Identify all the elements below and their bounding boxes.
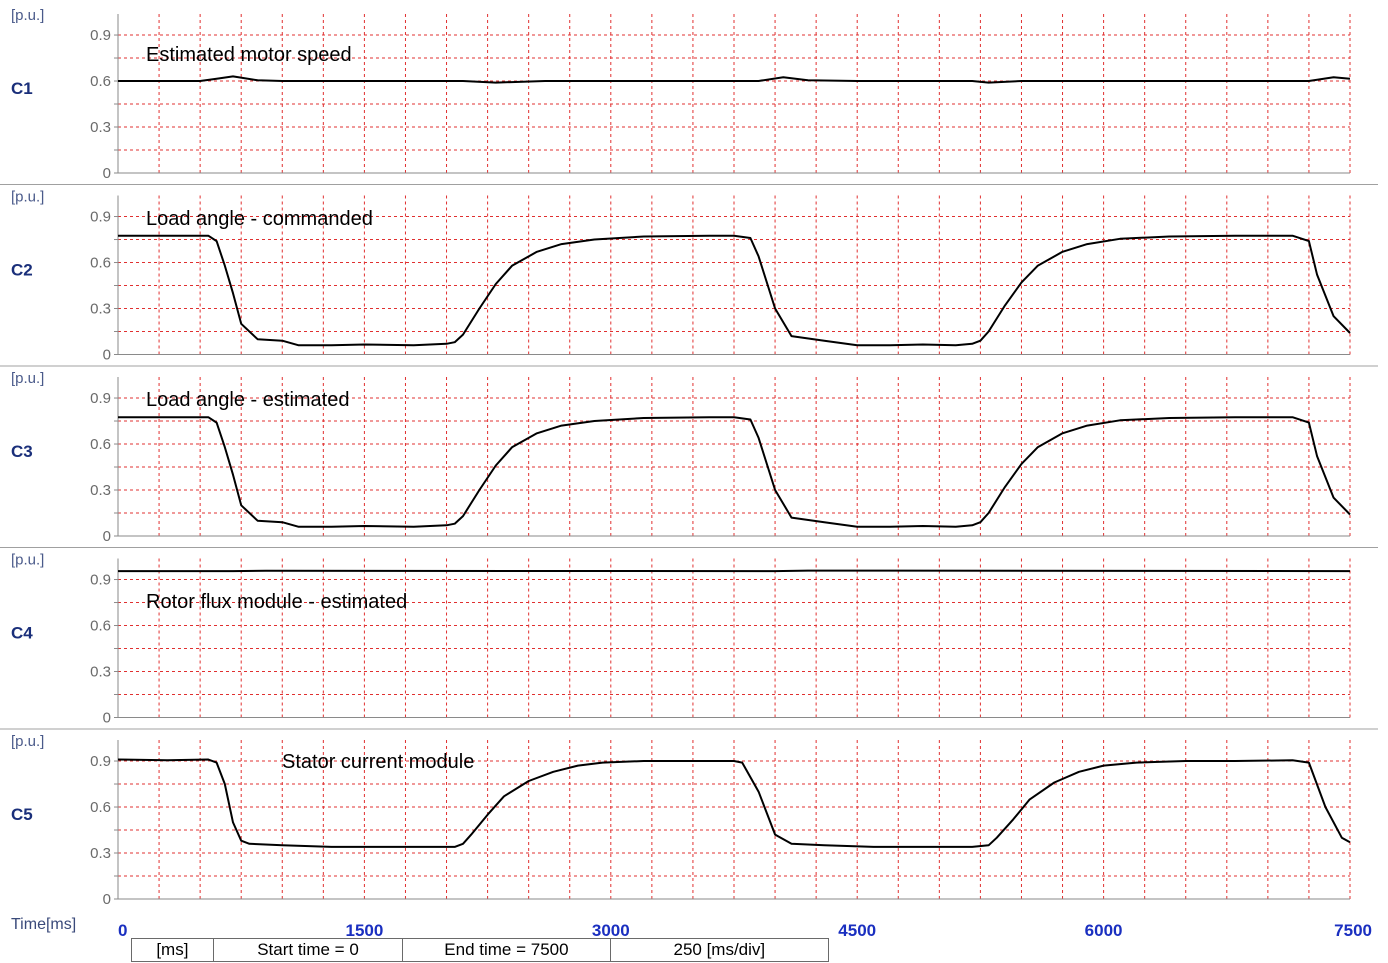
y-tick-label: 0.6 xyxy=(90,255,111,272)
y-tick-label: 0.6 xyxy=(90,436,111,453)
y-tick-label: 0 xyxy=(103,891,111,908)
time-axis-ticks: 0 1500 3000 4500 6000 7500 xyxy=(118,921,1372,940)
channel-label: C4 xyxy=(11,624,33,643)
trace-line xyxy=(118,416,1351,528)
y-tick-label: 0.9 xyxy=(90,209,111,226)
unit-label: [p.u.] xyxy=(11,733,44,750)
trace-line xyxy=(117,758,1351,848)
trace-title: Stator current module xyxy=(282,751,474,773)
unit-label: [p.u.] xyxy=(11,552,44,569)
trace-title: Estimated motor speed xyxy=(146,44,352,66)
y-tick-label: 0.9 xyxy=(90,753,111,770)
channel-label: C3 xyxy=(11,442,33,461)
y-tick-label: 0.9 xyxy=(90,572,111,589)
time-unit-cell: [ms] xyxy=(132,939,214,961)
time-per-div-cell: 250 [ms/div] xyxy=(673,940,766,959)
time-tick-label: 6000 xyxy=(1085,921,1123,940)
y-tick-label: 0.9 xyxy=(90,390,111,407)
y-tick-label: 0.9 xyxy=(90,27,111,44)
trace-line xyxy=(118,569,1351,573)
channel-panel-c3: [p.u.] C3 0.9 0.6 0.3 0 Load angle - estimated xyxy=(0,365,1378,545)
y-tick-label: 0 xyxy=(103,347,111,364)
y-tick-label: 0.6 xyxy=(90,618,111,635)
channel-label: C1 xyxy=(11,79,33,98)
y-tick-label: 0 xyxy=(103,528,111,545)
trace-title: Load angle - estimated xyxy=(146,389,349,411)
end-time-cell: End time = 7500 xyxy=(403,939,611,961)
y-tick-label: 0.6 xyxy=(90,799,111,816)
channel-label: C5 xyxy=(11,805,33,824)
time-axis-label: Time[ms] xyxy=(11,916,76,933)
y-tick-label: 0.3 xyxy=(90,119,111,136)
unit-label: [p.u.] xyxy=(11,370,44,387)
time-info-bar: [ms] Start time = 0 End time = 7500 250 … xyxy=(131,938,829,962)
time-tick-label: 7500 xyxy=(1334,921,1372,940)
unit-label: [p.u.] xyxy=(11,189,44,206)
y-tick-label: 0.3 xyxy=(90,845,111,862)
trace-title: Rotor flux module - estimated xyxy=(146,591,407,613)
trace-title: Load angle - commanded xyxy=(146,208,373,230)
time-tick-label: 0 xyxy=(118,921,127,940)
unit-label: [p.u.] xyxy=(11,7,44,24)
y-tick-label: 0.6 xyxy=(90,73,111,90)
time-tick-label: 3000 xyxy=(592,921,630,940)
time-tick-label: 1500 xyxy=(345,921,383,940)
time-tick-label: 4500 xyxy=(838,921,876,940)
trace-line xyxy=(118,75,1351,84)
y-tick-label: 0 xyxy=(103,710,111,727)
channel-panel-c1: [p.u.] C1 0.9 0.6 0.3 0 Estimated motor speed xyxy=(11,7,1351,182)
start-time-cell: Start time = 0 xyxy=(214,939,404,961)
y-tick-label: 0 xyxy=(103,165,111,182)
y-tick-label: 0.3 xyxy=(90,482,111,499)
channel-panel-c4: [p.u.] C4 0.9 0.6 0.3 0 Rotor flux module - es… xyxy=(0,547,1378,727)
y-tick-label: 0.3 xyxy=(90,664,111,681)
channel-panel-c2: [p.u.] C2 0.9 0.6 0.3 0 Load angle - commanded xyxy=(0,184,1378,364)
trace-line xyxy=(118,234,1351,347)
y-tick-label: 0.3 xyxy=(90,301,111,318)
channel-label: C2 xyxy=(11,261,33,280)
channel-panel-c5: [p.u.] C5 0.9 0.6 0.3 0 Stator current module xyxy=(0,728,1378,908)
